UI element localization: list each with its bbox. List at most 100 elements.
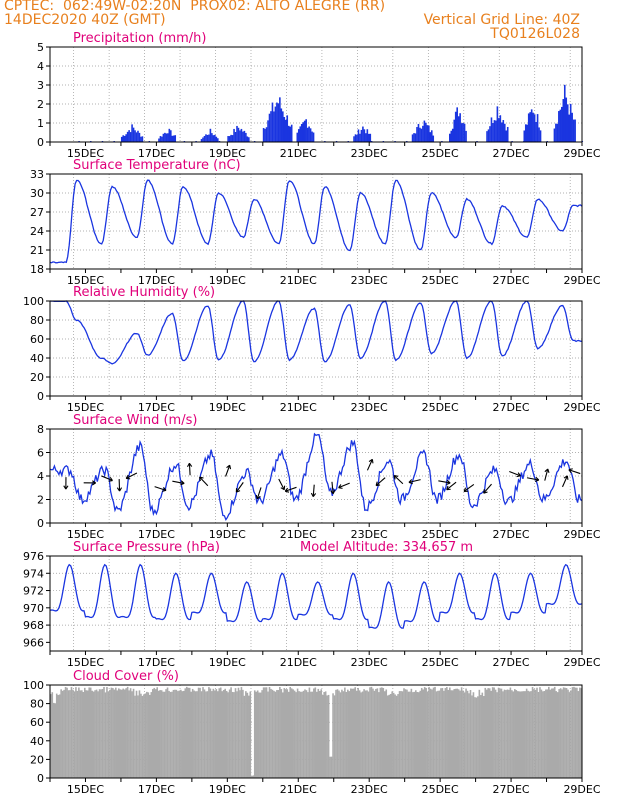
cloud-cover-bar	[348, 691, 351, 778]
cloud-cover-bar	[54, 703, 57, 778]
cloud-cover-bar	[143, 694, 145, 778]
precip-bar	[535, 121, 537, 142]
cloud-cover-bar	[276, 690, 278, 778]
cloud-cover-bar	[166, 687, 169, 778]
cloud-cover-bar	[69, 690, 71, 778]
x-tick-label: 15DEC	[67, 274, 104, 287]
cloud-cover-bar	[279, 686, 281, 778]
cloud-cover-bar	[571, 687, 574, 778]
precip-bar	[561, 106, 563, 142]
precip-bar	[243, 130, 246, 142]
precip-bar	[308, 126, 310, 142]
cloud-cover-bar	[240, 687, 243, 778]
precip-bar	[524, 124, 527, 142]
precip-bar	[297, 129, 300, 142]
cloud-cover-bar	[117, 688, 120, 778]
cloud-cover-bar	[109, 689, 111, 778]
cloud-cover-bar	[141, 695, 144, 778]
cloud-cover-bar	[326, 695, 328, 778]
precip-bar	[132, 127, 135, 142]
cloud-cover-bar	[357, 687, 359, 778]
cloud-cover-bar	[567, 689, 569, 778]
cloud-cover-bar	[449, 687, 451, 778]
cloud-cover-bar	[324, 691, 327, 778]
x-tick-label: 19DEC	[209, 274, 246, 287]
cloud-cover-bar	[485, 689, 488, 778]
cloud-cover-bar	[222, 689, 225, 778]
precip-bar	[459, 113, 461, 142]
precip-bar	[159, 136, 162, 142]
precip-bar	[411, 134, 414, 142]
x-tick-label: 17DEC	[138, 656, 175, 669]
wind-arrow	[338, 482, 350, 489]
cloud-cover-bar	[290, 688, 293, 778]
precip-bar	[208, 134, 210, 142]
x-tick-label: 17DEC	[138, 274, 175, 287]
cloud-cover-bar	[425, 687, 427, 778]
cloud-cover-bar	[212, 688, 215, 778]
wind-arrow	[561, 475, 568, 488]
x-tick-label: 27DEC	[493, 656, 530, 669]
cloud-cover-bar	[227, 692, 229, 778]
y-tick-label: 20	[30, 371, 44, 384]
precip-bar	[529, 112, 531, 142]
cloud-cover-bar	[428, 687, 430, 778]
precip-bar	[574, 119, 576, 142]
cloud-cover-bar	[382, 687, 385, 778]
cloud-cover-bar	[185, 686, 188, 778]
precip-bar	[168, 128, 171, 142]
cloud-cover-bar	[265, 687, 268, 778]
precip-bar	[357, 129, 360, 142]
cloud-cover-bar	[367, 691, 370, 778]
cloud-cover-bar	[338, 690, 340, 778]
cloud-cover-bar	[79, 690, 82, 778]
cloud-cover-bar	[188, 687, 191, 778]
cloud-cover-bar	[354, 687, 357, 778]
cloud-cover-bar	[516, 691, 519, 778]
cloud-cover-bar	[385, 689, 388, 778]
cloud-cover-bar	[395, 695, 398, 778]
cloud-cover-bar	[413, 691, 416, 778]
cloud-cover-bar	[301, 691, 303, 778]
cloud-cover-bar	[202, 687, 204, 778]
cloud-cover-bar	[505, 690, 507, 778]
cloud-cover-bar	[132, 688, 135, 778]
cloud-cover-bar	[502, 691, 504, 778]
y-tick-label: 33	[30, 168, 44, 181]
precip-bar	[368, 133, 370, 142]
cloud-cover-bar	[330, 756, 333, 778]
precip-bar	[451, 128, 454, 142]
cloud-cover-bar	[112, 688, 114, 778]
precip-bar	[523, 130, 526, 142]
cloud-cover-bar	[140, 693, 142, 778]
cloud-cover-bar	[375, 688, 377, 778]
precip-bar	[453, 119, 456, 142]
cloud-cover-bar	[259, 692, 262, 778]
cloud-cover-bar	[440, 688, 442, 778]
cloud-cover-bar	[149, 694, 151, 778]
cloud-cover-bar	[441, 688, 444, 778]
precip-bar	[571, 112, 573, 142]
precip-bar	[286, 115, 289, 142]
cloud-cover-bar	[245, 691, 247, 778]
cloud-cover-bar	[415, 690, 417, 778]
cloud-cover-bar	[178, 690, 181, 778]
cloud-cover-bar	[169, 691, 172, 778]
wind-arrow	[154, 486, 167, 491]
y-tick-label: 966	[23, 636, 44, 649]
precip-bar	[553, 128, 556, 142]
cloud-cover-bar	[335, 689, 337, 778]
cloud-cover-bar	[488, 688, 491, 778]
cloud-cover-bar	[570, 690, 572, 778]
cloud-cover-bar	[293, 690, 296, 778]
y-tick-label: 60	[30, 716, 44, 729]
cloud-cover-bar	[533, 689, 535, 778]
cloud-cover-bar	[540, 689, 543, 778]
x-tick-label: 29DEC	[563, 274, 600, 287]
precip-bar	[533, 114, 536, 142]
cloud-cover-bar	[361, 691, 364, 778]
humidity-line	[49, 300, 583, 365]
precip-bar	[493, 120, 496, 142]
precip-bar	[309, 128, 312, 142]
cloud-cover-bar	[81, 690, 83, 778]
